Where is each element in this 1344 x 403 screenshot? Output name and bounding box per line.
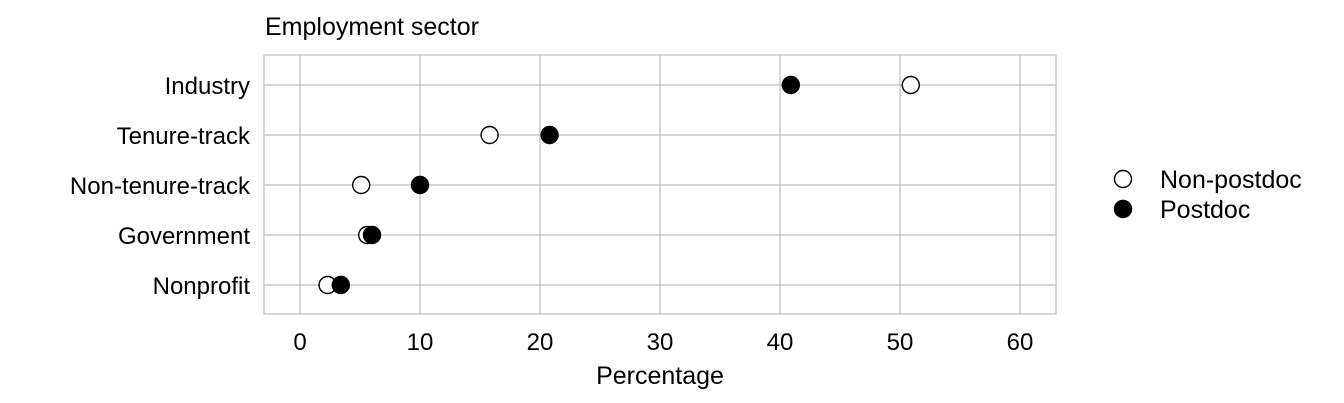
postdoc-point: [331, 275, 350, 295]
postdoc-point: [410, 175, 430, 195]
x-axis-tick-labels: 0 10 20 30 40 50 60: [293, 329, 1033, 356]
x-tick-label: 30: [647, 329, 674, 356]
y-tick-label: Non-tenure-track: [70, 173, 251, 200]
gridlines: [264, 55, 1056, 314]
non-postdoc-point: [901, 75, 920, 95]
x-tick-label: 0: [293, 329, 306, 356]
y-tick-label: Nonprofit: [153, 273, 251, 300]
non-postdoc-point: [480, 125, 499, 145]
y-axis-tick-labels: Industry Tenure-track Non-tenure-track Gove…: [70, 73, 251, 300]
non-postdoc-point: [352, 175, 371, 195]
legend-label-postdoc: Postdoc: [1160, 196, 1250, 224]
x-tick-label: 50: [887, 329, 914, 356]
postdoc-point: [781, 75, 800, 95]
y-tick-label: Government: [118, 223, 250, 250]
legend-key-non-postdoc: [1113, 169, 1133, 189]
x-tick-label: 20: [527, 329, 554, 356]
data-points: [318, 75, 920, 295]
x-tick-label: 40: [767, 329, 794, 356]
x-tick-label: 10: [407, 329, 434, 356]
postdoc-point: [362, 225, 382, 245]
x-tick-label: 60: [1007, 329, 1034, 356]
postdoc-point: [540, 125, 559, 145]
y-tick-label: Tenure-track: [117, 123, 251, 150]
x-axis-title: Percentage: [596, 362, 724, 390]
legend-label-non-postdoc: Non-postdoc: [1160, 166, 1302, 194]
legend-key-postdoc: [1113, 199, 1133, 219]
chart-title: Employment sector: [265, 13, 479, 41]
y-tick-label: Industry: [165, 73, 250, 100]
